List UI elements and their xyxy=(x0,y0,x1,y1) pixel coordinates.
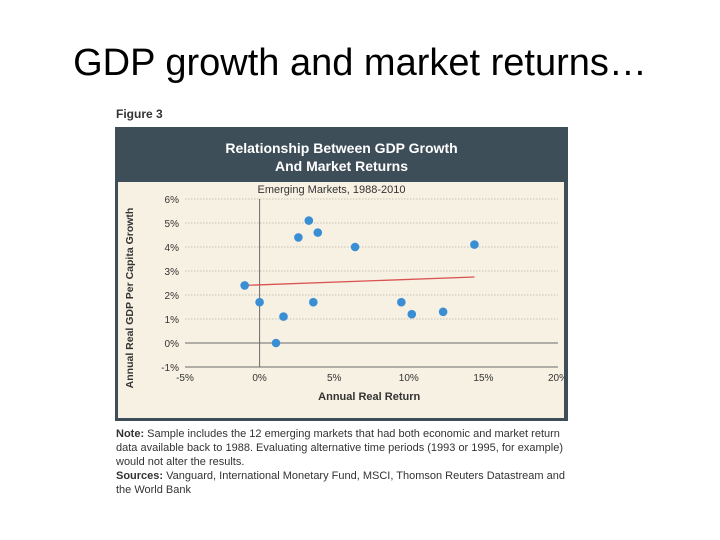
data-point xyxy=(279,312,288,321)
data-point xyxy=(350,242,360,252)
data-point xyxy=(271,338,281,348)
slide-title: GDP growth and market returns… xyxy=(73,42,647,84)
x-tick-label: 0% xyxy=(252,373,267,384)
x-axis-label: Annual Real Return xyxy=(318,391,420,403)
chart-title: Relationship Between GDP Growth And Mark… xyxy=(115,139,568,175)
y-tick-label: 0% xyxy=(165,339,180,350)
data-point xyxy=(255,297,264,307)
data-point xyxy=(240,281,249,290)
data-point xyxy=(294,233,303,242)
y-tick-label: 3% xyxy=(165,267,180,278)
data-point xyxy=(304,216,314,225)
y-axis-label: Annual Real GDP Per Capita Growth xyxy=(124,208,136,389)
y-tick-label: 6% xyxy=(165,195,180,206)
figure-note: Note: Sample includes the 12 emerging ma… xyxy=(116,427,571,497)
sources-label: Sources: xyxy=(116,470,164,482)
y-tick-label: 5% xyxy=(165,219,180,230)
chart-title-line2: And Market Returns xyxy=(274,158,409,174)
y-tick-label: 2% xyxy=(165,291,180,302)
chart-subtitle: Emerging Markets, 1988-2010 xyxy=(258,184,406,196)
x-tick-label: 15% xyxy=(473,373,493,384)
x-tick-label: 20% xyxy=(548,373,564,384)
trend-line xyxy=(244,276,475,287)
plot-card: Emerging Markets, 1988-2010 -1% 0% 1% 2% 3% 4%… xyxy=(118,182,564,418)
note-label: Note: xyxy=(116,428,145,440)
chart-title-line1: Relationship Between GDP Growth xyxy=(225,140,458,156)
data-point xyxy=(438,307,448,317)
chart-panel: Relationship Between GDP Growth And Mark… xyxy=(115,127,568,421)
data-point xyxy=(309,297,318,307)
data-point xyxy=(470,240,479,249)
data-point xyxy=(313,228,323,237)
x-tick-label: -5% xyxy=(176,373,194,384)
y-tick-label: 1% xyxy=(165,315,180,326)
data-point xyxy=(397,297,406,307)
data-point xyxy=(407,309,417,319)
x-tick-label: 5% xyxy=(327,373,342,384)
y-tick-label: -1% xyxy=(161,363,179,374)
sources-text: Vanguard, International Monetary Fund, M… xyxy=(116,470,565,496)
note-text: Sample includes the 12 emerging markets … xyxy=(116,428,563,468)
x-tick-label: 10% xyxy=(399,373,419,384)
scatter-chart: Emerging Markets, 1988-2010 -1% 0% 1% 2% 3% 4%… xyxy=(124,184,564,403)
y-tick-label: 4% xyxy=(165,243,180,254)
figure-label: Figure 3 xyxy=(116,107,163,121)
